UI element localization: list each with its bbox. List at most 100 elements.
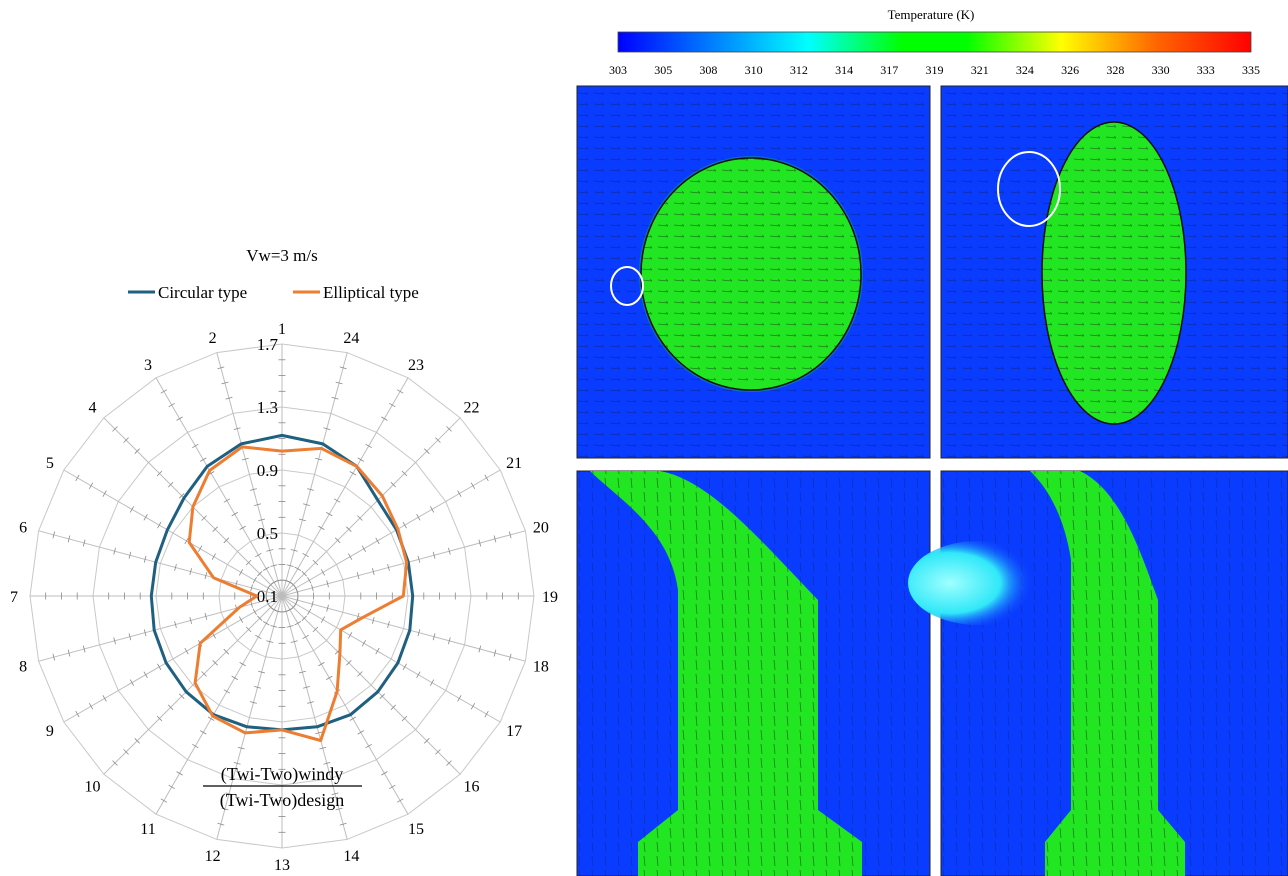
- spoke: [63, 595, 283, 723]
- category-label: 24: [343, 330, 359, 347]
- axis-tick: [470, 482, 476, 489]
- axis-tick: [302, 634, 309, 640]
- category-label: 14: [343, 848, 359, 865]
- axis-tick: [263, 621, 270, 626]
- category-label: 9: [46, 723, 54, 740]
- axis-tick: [356, 612, 360, 620]
- axis-tick: [258, 670, 266, 674]
- axis-tick: [315, 457, 323, 461]
- category-label: 12: [205, 848, 221, 865]
- colorbar-tick-label: 333: [1197, 63, 1215, 77]
- axis-tick: [446, 760, 452, 766]
- axis-tick: [200, 457, 207, 462]
- axis-tick: [416, 671, 421, 678]
- axis-tick: [323, 762, 331, 765]
- axis-tick: [435, 749, 441, 755]
- temperature-contour-figure: Temperature (K) 303 305 308 310 312 314 317 319…: [576, 7, 1288, 876]
- axis-tick: [320, 569, 326, 576]
- axis-tick: [348, 632, 353, 639]
- axis-tick: [315, 731, 323, 735]
- spoke: [281, 377, 409, 597]
- axis-tick: [204, 572, 208, 580]
- axis-tick: [189, 568, 192, 576]
- axis-tick: [88, 482, 94, 489]
- panel-elliptical-plan: [940, 85, 1288, 459]
- axis-tick: [128, 633, 132, 641]
- axis-tick: [102, 490, 107, 497]
- axis-tick: [401, 470, 408, 477]
- axis-tick: [143, 514, 148, 521]
- axis-tick: [238, 569, 244, 576]
- axis-tick: [401, 715, 408, 722]
- axis-tick: [198, 545, 203, 552]
- axis-tick: [333, 498, 341, 503]
- axis-tick: [231, 675, 238, 680]
- axis-tick: [298, 670, 306, 674]
- axis-tick: [174, 563, 177, 571]
- axis-tick: [432, 633, 436, 641]
- category-label: 2: [209, 330, 217, 347]
- panel-elliptical-section: [908, 470, 1288, 876]
- axis-tick: [307, 577, 312, 584]
- axis-tick: [123, 749, 129, 755]
- axis-tick: [250, 600, 253, 608]
- axis-tick: [223, 689, 231, 694]
- category-label: 20: [533, 520, 549, 537]
- axis-tick: [361, 640, 366, 647]
- axis-tick: [311, 600, 314, 608]
- panel-circular-plan: [576, 85, 931, 459]
- axis-tick: [254, 503, 262, 506]
- axis-tick: [311, 584, 314, 592]
- spoke: [281, 469, 501, 597]
- spoke: [281, 595, 409, 815]
- ring-label: 0.5: [257, 524, 278, 543]
- axis-tick: [168, 784, 175, 790]
- axis-tick: [221, 381, 229, 385]
- axis-tick: [301, 615, 307, 621]
- axis-tick: [429, 679, 435, 686]
- spoke: [281, 352, 348, 597]
- axis-tick: [429, 506, 435, 513]
- category-label: 15: [408, 821, 424, 838]
- category-label: 8: [19, 658, 27, 675]
- axis-tick: [157, 663, 162, 671]
- axis-tick: [396, 389, 404, 394]
- radar-chart: Vw=3 m/s Circular type Elliptical type 0…: [10, 246, 558, 874]
- spoke: [63, 469, 283, 597]
- colorbar-title: Temperature (K): [888, 7, 975, 22]
- colorbar-tick-label: 328: [1106, 63, 1124, 77]
- axis-tick: [335, 381, 343, 385]
- axis-tick: [424, 448, 430, 454]
- axis-tick: [123, 437, 129, 443]
- axis-tick: [257, 571, 263, 577]
- legend: Circular type Elliptical type: [128, 283, 419, 302]
- highlight-circle: [997, 151, 1061, 227]
- axis-tick: [348, 553, 353, 560]
- colorbar-tick-label: 330: [1152, 63, 1170, 77]
- colorbar-tick-label: 303: [609, 63, 627, 77]
- chart-title: Vw=3 m/s: [246, 246, 317, 265]
- axis-tick: [349, 716, 357, 721]
- category-label: 3: [144, 357, 152, 374]
- panel-circular-section: [576, 470, 931, 876]
- colorbar-tick-label: 317: [880, 63, 898, 77]
- axis-tick: [266, 640, 274, 643]
- axis-tick: [320, 616, 326, 623]
- axis-tick: [357, 457, 364, 462]
- axis-tick: [167, 704, 174, 711]
- axis-tick: [387, 563, 390, 571]
- category-label: 17: [506, 723, 522, 740]
- axis-tick: [478, 539, 482, 547]
- axis-tick: [470, 703, 476, 710]
- axis-tick: [326, 580, 329, 588]
- axis-tick: [424, 738, 430, 744]
- spoke: [38, 595, 283, 662]
- axis-tick: [432, 551, 436, 559]
- axis-tick: [402, 521, 407, 529]
- axis-tick: [143, 555, 147, 563]
- axis-tick: [312, 559, 319, 566]
- spoke: [281, 530, 526, 597]
- colorbar-tick-label: 321: [971, 63, 989, 77]
- axis-tick: [298, 518, 306, 522]
